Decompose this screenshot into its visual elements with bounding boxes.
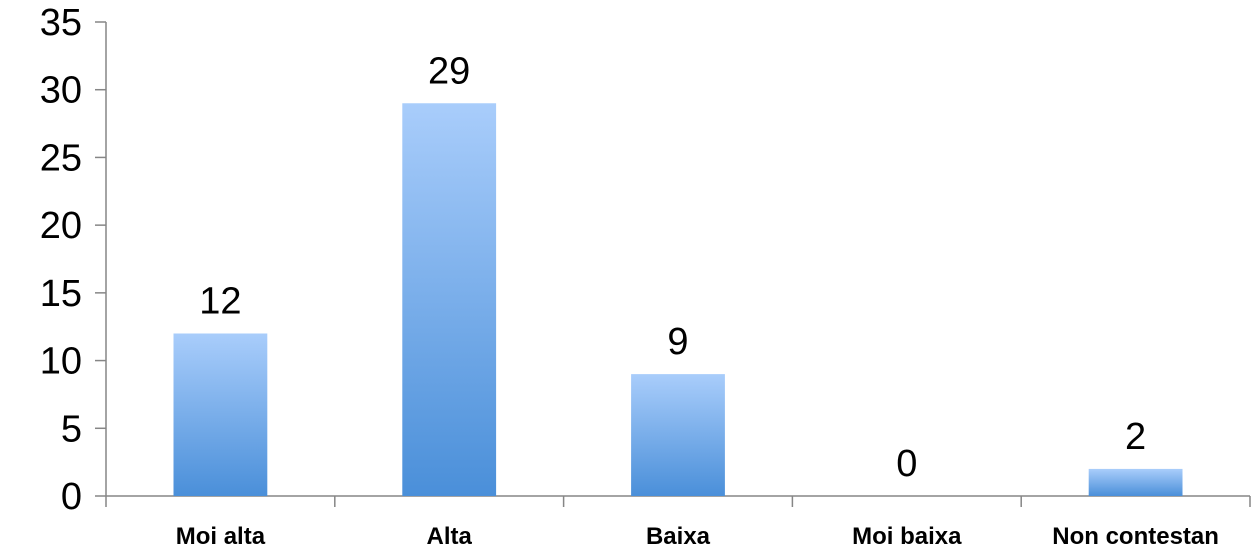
y-tick-label: 0 [61,476,82,518]
y-tick-label: 10 [40,341,82,383]
x-category-label: Moi alta [176,523,266,550]
x-category-label: Baixa [646,523,711,550]
y-tick-label: 35 [40,2,82,44]
x-axis: Moi alta Alta Baixa Moi baixa Non contestan [105,495,1251,550]
x-category-label: Moi baixa [852,523,962,550]
data-label: 9 [667,321,688,363]
bars [173,103,1183,496]
y-axis: 0 5 10 15 20 25 30 35 [40,2,107,518]
y-tick-label: 15 [40,273,82,315]
x-category-label: Non contestan [1052,523,1219,550]
x-category-label: Alta [427,523,473,550]
bar-moi-alta [173,333,268,496]
y-tick-label: 25 [40,137,82,179]
bar-baixa [631,374,725,496]
data-labels: 12 29 9 0 2 [199,50,1146,485]
data-label: 2 [1125,416,1146,458]
data-label: 12 [199,280,241,322]
data-label: 0 [896,443,917,485]
bar-non-contestan [1088,468,1183,496]
y-tick-label: 30 [40,70,82,112]
y-tick-label: 5 [61,408,82,450]
bar-alta [402,103,497,496]
data-label: 29 [428,50,470,92]
y-tick-label: 20 [40,205,82,247]
